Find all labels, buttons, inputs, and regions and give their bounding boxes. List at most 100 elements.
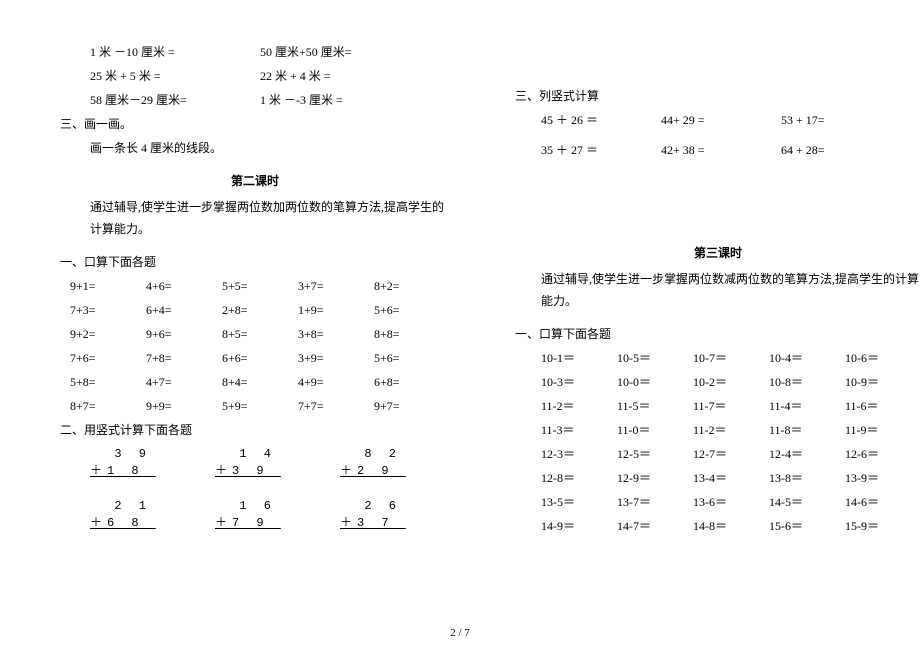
vc-bot: ＋2 9: [340, 463, 430, 480]
mm-cell: 12-6＝: [845, 442, 920, 466]
vc-top: 1 4: [215, 446, 305, 463]
unit-cell: 58 厘米－29 厘米=: [90, 88, 260, 112]
mm-cell: 12-8＝: [541, 466, 617, 490]
unit-cell: 50 厘米+50 厘米=: [260, 40, 352, 64]
vc-bot: ＋3 9: [215, 463, 305, 480]
vertical-calc: 3 9＋1 8: [90, 446, 180, 480]
cc-cell: 35 ＋ 27 ＝: [541, 138, 661, 162]
mm-cell: 12-3＝: [541, 442, 617, 466]
vc-top: 1 6: [215, 498, 305, 515]
mm-cell: 12-9＝: [617, 466, 693, 490]
mm-cell: 5+8=: [70, 370, 146, 394]
vc-top: 8 2: [340, 446, 430, 463]
mm-cell: 1+9=: [298, 298, 374, 322]
mm-cell: 11-8＝: [769, 418, 845, 442]
mm-cell: 9+1=: [70, 274, 146, 298]
mm-cell: 8+2=: [374, 274, 450, 298]
cc-cell: 45 ＋ 26 ＝: [541, 108, 661, 132]
mm-cell: 5+6=: [374, 298, 450, 322]
mm-cell: 7+3=: [70, 298, 146, 322]
mm-cell: 14-9＝: [541, 514, 617, 538]
mm-cell: 10-7＝: [693, 346, 769, 370]
mm-cell: 3+8=: [298, 322, 374, 346]
mm-cell: 8+5=: [222, 322, 298, 346]
mm-cell: 11-0＝: [617, 418, 693, 442]
vertical-calc: 1 6＋7 9: [215, 498, 305, 532]
draw-instruction: 画一条长 4 厘米的线段。: [60, 136, 450, 160]
mm-cell: 3+7=: [298, 274, 374, 298]
mm-cell: 12-5＝: [617, 442, 693, 466]
section-1-title-right: 一、口算下面各题: [515, 322, 920, 346]
mm-cell: 3+9=: [298, 346, 374, 370]
mm-cell: 14-8＝: [693, 514, 769, 538]
vertical-calc: 1 4＋3 9: [215, 446, 305, 480]
mm-cell: 5+5=: [222, 274, 298, 298]
right-column: 三、列竖式计算 45 ＋ 26 ＝44+ 29 =53 + 17= 35 ＋ 2…: [475, 40, 920, 641]
cc-cell: 42+ 38 =: [661, 138, 781, 162]
unit-cell: 1 米 －-3 厘米 =: [260, 88, 343, 112]
mm-cell: 9+6=: [146, 322, 222, 346]
mm-cell: 14-7＝: [617, 514, 693, 538]
vc-bot: ＋3 7: [340, 515, 430, 532]
unit-cell: 25 米 + 5 米 =: [90, 64, 260, 88]
vc-bot: ＋1 8: [90, 463, 180, 480]
mm-cell: 13-8＝: [769, 466, 845, 490]
section-1-title: 一、口算下面各题: [60, 250, 450, 274]
mm-cell: 7+7=: [298, 394, 374, 418]
mm-cell: 9+2=: [70, 322, 146, 346]
vertical-calc-row-2: 2 1＋6 8 1 6＋7 9 2 6＋3 7: [60, 498, 450, 532]
mm-cell: 4+9=: [298, 370, 374, 394]
vc-top: 2 6: [340, 498, 430, 515]
mm-cell: 8+8=: [374, 322, 450, 346]
mm-cell: 13-7＝: [617, 490, 693, 514]
mm-cell: 10-5＝: [617, 346, 693, 370]
mm-cell: 11-5＝: [617, 394, 693, 418]
mm-cell: 5+9=: [222, 394, 298, 418]
mm-cell: 11-9＝: [845, 418, 920, 442]
mm-cell: 7+6=: [70, 346, 146, 370]
left-column: 1 米 －10 厘米 =50 厘米+50 厘米= 25 米 + 5 米 =22 …: [30, 40, 475, 641]
cc-cell: 44+ 29 =: [661, 108, 781, 132]
section-3-title: 三、画一画。: [60, 112, 450, 136]
mm-cell: 9+7=: [374, 394, 450, 418]
unit-cell: 1 米 －10 厘米 =: [90, 40, 260, 64]
mm-cell: 10-2＝: [693, 370, 769, 394]
lesson-2-paragraph: 通过辅导,使学生进一步掌握两位数加两位数的笔算方法,提高学生的计算能力。: [60, 197, 450, 240]
mm-cell: 11-6＝: [845, 394, 920, 418]
mm-cell: 15-6＝: [769, 514, 845, 538]
mm-cell: 11-2＝: [541, 394, 617, 418]
mm-cell: 11-4＝: [769, 394, 845, 418]
mm-cell: 14-5＝: [769, 490, 845, 514]
cc-cell: 64 + 28=: [781, 138, 901, 162]
mm-cell: 2+8=: [222, 298, 298, 322]
vertical-calc-row-1: 3 9＋1 8 1 4＋3 9 8 2＋2 9: [60, 446, 450, 480]
mm-cell: 6+6=: [222, 346, 298, 370]
lesson-3-title: 第三课时: [515, 244, 920, 261]
mm-cell: 15-9＝: [845, 514, 920, 538]
lesson-3-paragraph: 通过辅导,使学生进一步掌握两位数减两位数的笔算方法,提高学生的计算能力。: [515, 269, 920, 312]
mental-math-grid-left: 9+1=4+6=5+5=3+7=8+2= 7+3=6+4=2+8=1+9=5+6…: [60, 274, 450, 418]
mm-cell: 7+8=: [146, 346, 222, 370]
mm-cell: 14-6＝: [845, 490, 920, 514]
mm-cell: 12-7＝: [693, 442, 769, 466]
mm-cell: 10-1＝: [541, 346, 617, 370]
vertical-calc: 8 2＋2 9: [340, 446, 430, 480]
mm-cell: 12-4＝: [769, 442, 845, 466]
unit-conversion-block: 1 米 －10 厘米 =50 厘米+50 厘米= 25 米 + 5 米 =22 …: [60, 40, 450, 112]
lesson-2-title: 第二课时: [60, 172, 450, 189]
vertical-calc: 2 6＋3 7: [340, 498, 430, 532]
mm-cell: 6+8=: [374, 370, 450, 394]
page: 1 米 －10 厘米 =50 厘米+50 厘米= 25 米 + 5 米 =22 …: [0, 0, 920, 651]
mm-cell: 13-9＝: [845, 466, 920, 490]
mm-cell: 5+6=: [374, 346, 450, 370]
mm-cell: 10-0＝: [617, 370, 693, 394]
mm-cell: 10-4＝: [769, 346, 845, 370]
page-number: 2 / 7: [0, 627, 920, 639]
mm-cell: 13-5＝: [541, 490, 617, 514]
unit-cell: 22 米 + 4 米 =: [260, 64, 331, 88]
vc-top: 2 1: [90, 498, 180, 515]
section-3-title-right: 三、列竖式计算: [515, 84, 920, 108]
mm-cell: 6+4=: [146, 298, 222, 322]
mm-cell: 10-8＝: [769, 370, 845, 394]
section-2-title: 二、用竖式计算下面各题: [60, 418, 450, 442]
